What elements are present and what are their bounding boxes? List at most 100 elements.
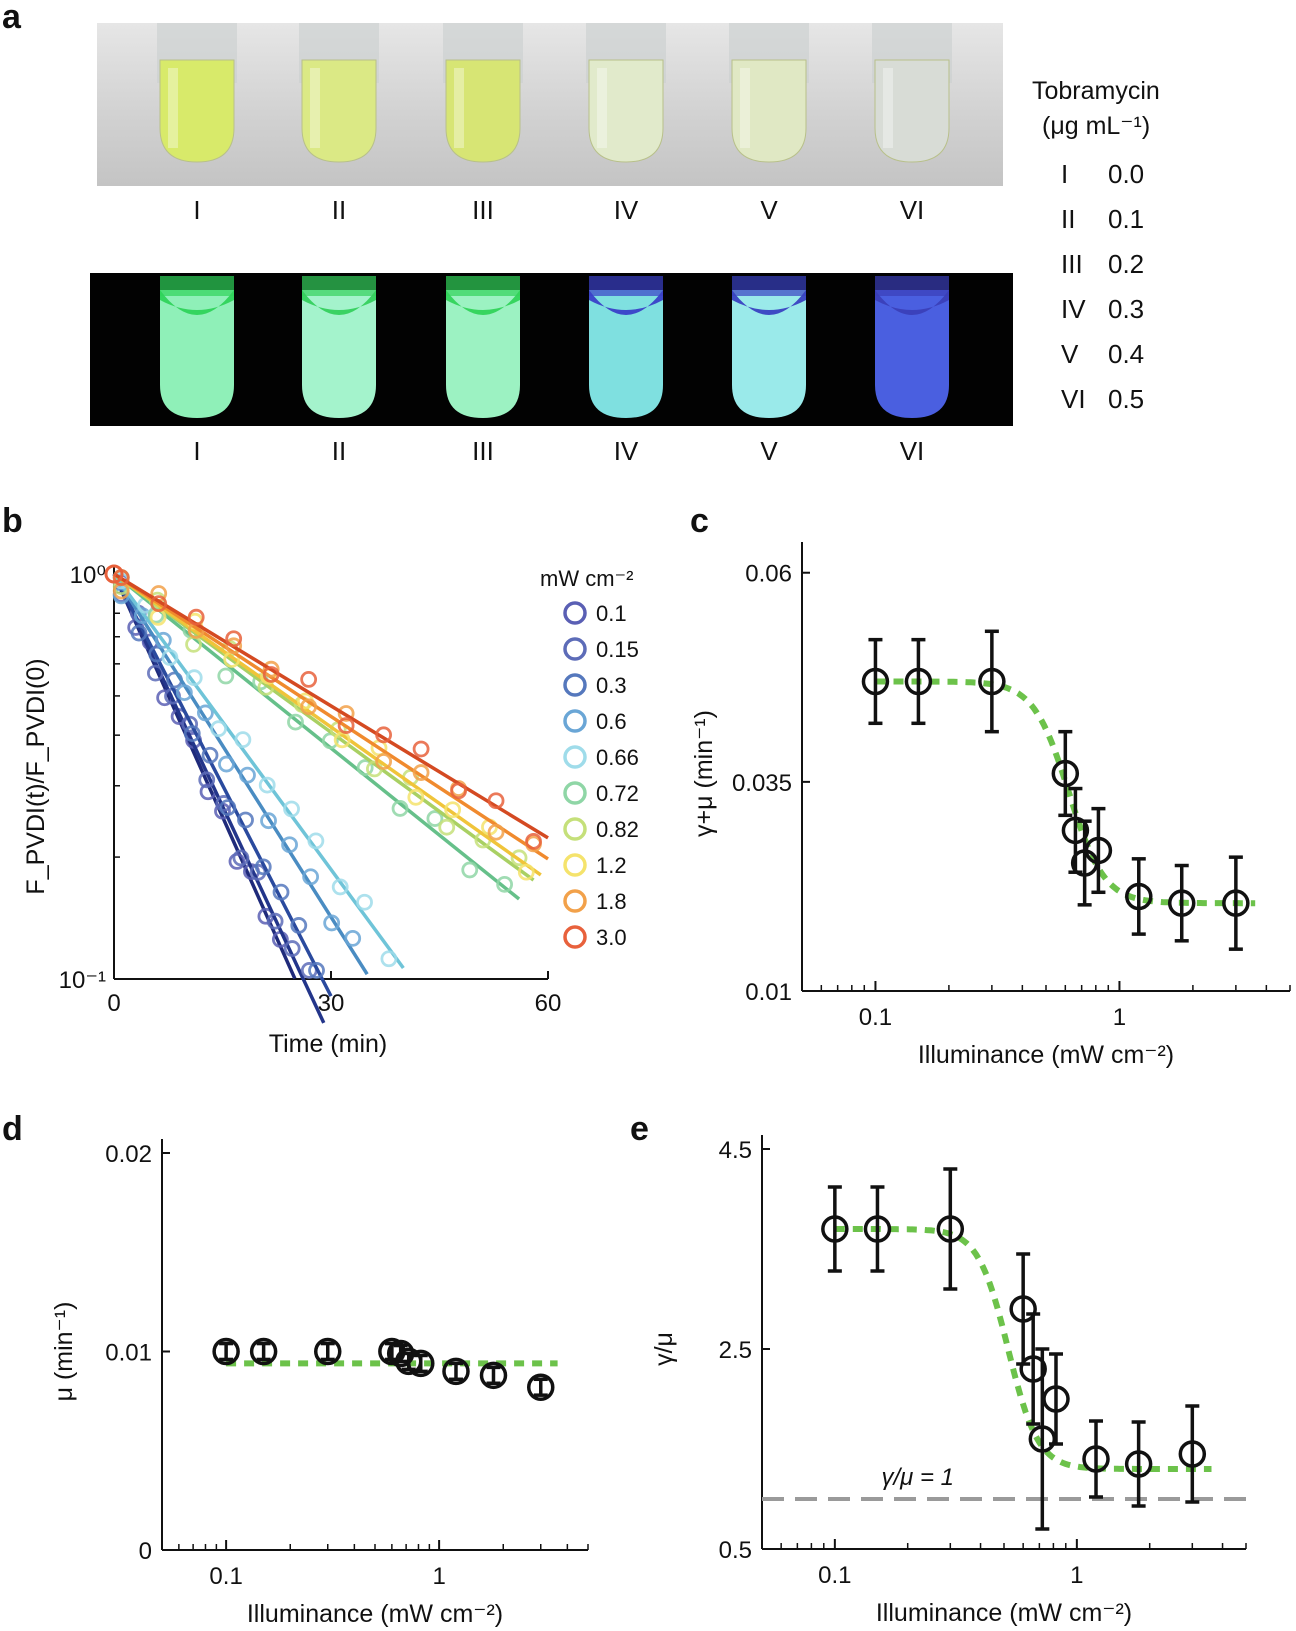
b-legend-label: 1.2 — [596, 853, 627, 878]
b-data-point — [260, 812, 277, 830]
tube-label-daylight: IV — [614, 195, 639, 225]
concentration-label: I — [1061, 159, 1068, 189]
concentration-value: 0.4 — [1108, 339, 1144, 369]
b-legend-title: mW cm⁻² — [540, 566, 633, 591]
panel-label-c: c — [690, 502, 709, 540]
pc-data-point — [1084, 836, 1113, 865]
b-data-point — [308, 962, 325, 979]
pe-data-point — [936, 1215, 965, 1243]
concentration-value: 0.0 — [1108, 159, 1144, 189]
b-fit-line — [112, 572, 405, 970]
tube-highlight — [454, 68, 464, 148]
tube-liquid-daylight — [445, 59, 521, 163]
b-data-point — [239, 766, 256, 784]
b-data-point — [218, 755, 235, 773]
tube-highlight — [168, 68, 178, 148]
b-data-point — [232, 849, 250, 867]
pe-data-point — [1082, 1445, 1110, 1473]
tube-fluorescence — [302, 290, 376, 418]
b-data-point — [487, 823, 505, 841]
b-data-point — [225, 637, 243, 655]
pc-x-tick-label: 1 — [1113, 1004, 1126, 1031]
b-legend-marker — [563, 673, 587, 697]
b-data-point — [283, 940, 301, 957]
b-data-point — [461, 861, 479, 879]
pe-y-tick-label: 2.5 — [719, 1337, 752, 1364]
tube-fluorescence — [589, 290, 663, 418]
b-data-point — [375, 726, 393, 744]
tube-highlight — [740, 68, 750, 148]
b-data-point — [198, 771, 216, 789]
b-legend-label: 0.66 — [596, 745, 639, 770]
pe-y-axis-label: γ/μ — [650, 1332, 678, 1366]
b-data-point — [337, 705, 355, 722]
pc-data-point — [1061, 816, 1090, 845]
tube-meniscus-glow — [875, 290, 949, 315]
panel-a-daylight-photo — [97, 23, 1003, 186]
b-data-point — [323, 914, 341, 932]
tube-meniscus-glow — [160, 290, 234, 315]
b-fit-line — [112, 572, 542, 877]
b-fit-line — [113, 572, 549, 861]
b-data-point — [510, 849, 528, 867]
b-data-point — [183, 725, 201, 743]
pe-fit-curve — [834, 1226, 1212, 1472]
pd-data-point — [212, 1337, 240, 1366]
b-data-point — [237, 811, 254, 829]
b-data-point — [281, 836, 298, 854]
panel-a-fluorescence-photo — [90, 273, 1013, 426]
b-data-point — [185, 669, 203, 687]
pd-x-axis-label: Illuminance (mW cm⁻²) — [247, 1600, 503, 1628]
concentration-value: 0.5 — [1108, 384, 1144, 414]
b-legend-label: 0.72 — [596, 781, 639, 806]
b-data-point — [307, 832, 325, 850]
pc-y-tick-label: 0.06 — [745, 561, 792, 588]
b-data-point — [344, 929, 362, 947]
pc-y-axis-label: γ+μ (min⁻¹) — [690, 710, 718, 837]
concentration-value: 0.2 — [1108, 249, 1144, 279]
pd-data-point — [442, 1357, 470, 1386]
tube-meniscus-glow — [446, 290, 520, 315]
b-legend-label: 3.0 — [596, 925, 627, 950]
b-data-point — [104, 564, 124, 584]
tube-label-fluorescence: IV — [614, 436, 639, 466]
b-data-point — [272, 883, 290, 901]
b-legend-marker — [563, 817, 587, 841]
b-data-point — [290, 917, 308, 934]
pd-y-tick-label: 0 — [139, 1538, 152, 1565]
pc-data-point — [904, 667, 933, 696]
b-data-point — [380, 950, 398, 968]
b-legend-marker — [563, 637, 587, 661]
panel-label-a: a — [2, 0, 22, 36]
b-data-point — [130, 624, 148, 642]
b-data-point — [496, 875, 514, 893]
b-legend-marker — [563, 709, 587, 733]
pc-data-point — [861, 667, 890, 696]
b-legend-marker — [563, 781, 587, 805]
b-data-point — [525, 832, 542, 850]
b-data-point — [228, 853, 246, 870]
pe-x-tick-label: 1 — [1070, 1562, 1083, 1589]
tube-label-fluorescence: II — [332, 436, 346, 466]
panel-label-e: e — [630, 1110, 649, 1148]
pe-data-point — [1178, 1440, 1207, 1468]
tube-liquid-daylight — [731, 59, 807, 163]
tube-fluorescence — [732, 290, 806, 418]
panel-label-b: b — [2, 502, 23, 540]
pc-data-point — [1167, 889, 1196, 917]
b-data-point — [175, 684, 193, 701]
b-data-point — [262, 666, 280, 683]
pc-y-tick-label: 0.01 — [745, 979, 792, 1006]
tube-meniscus-glow — [589, 290, 663, 315]
b-legend-label: 0.15 — [596, 637, 639, 662]
b-data-point — [407, 788, 425, 806]
b-data-point — [201, 746, 219, 764]
tube-label-daylight: VI — [900, 195, 925, 225]
b-data-point — [450, 782, 467, 800]
tube-top-glow — [875, 276, 949, 296]
panel-c-chart: 0.1 1 0.01 0.035 0.06 Illuminance (mW cm⁻²) γ+… — [690, 542, 1291, 1069]
tobramycin-legend-title: Tobramycin — [1032, 77, 1160, 105]
b-data-point — [391, 800, 409, 817]
b-data-point — [302, 868, 320, 886]
b-legend-label: 0.1 — [596, 601, 627, 626]
